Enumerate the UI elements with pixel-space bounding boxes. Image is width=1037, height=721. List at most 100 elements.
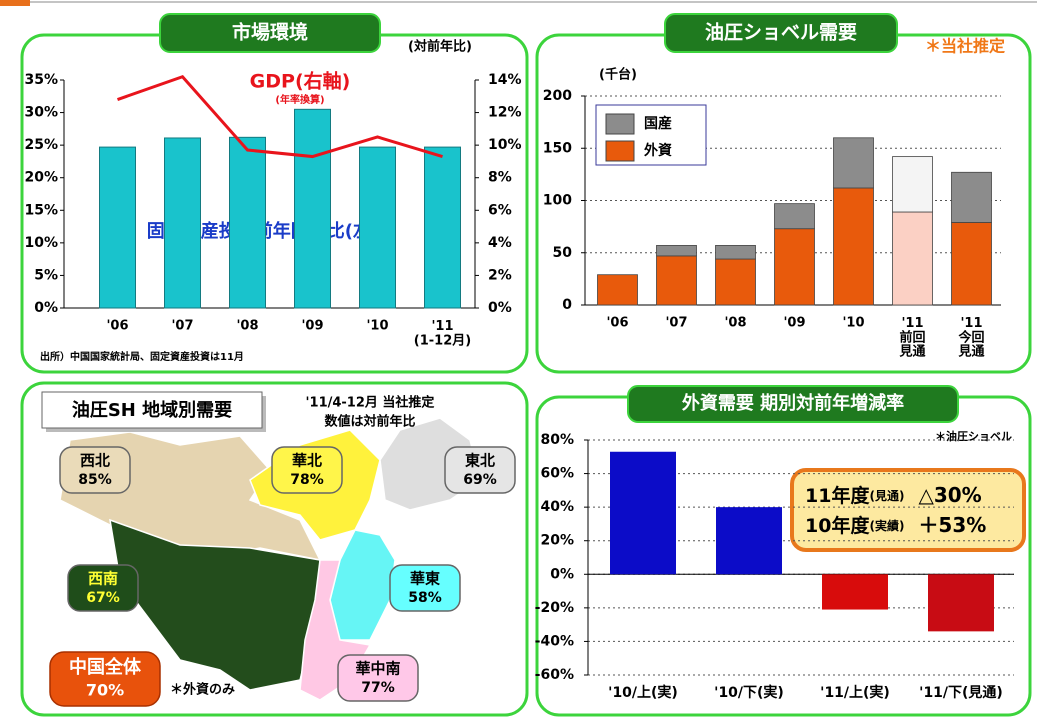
legend-label: 外資 xyxy=(644,142,672,159)
y2-tick-label: 4% xyxy=(488,235,512,251)
map-title-box xyxy=(41,391,263,429)
x-tick-label: '06 xyxy=(606,316,628,331)
y2-tick-label: 0% xyxy=(488,300,512,316)
bar xyxy=(424,146,461,309)
source-note: 出所）中国国家統計局、固定資産投資は11月 xyxy=(40,350,244,363)
bar-segment xyxy=(833,187,874,306)
region-label-box xyxy=(389,564,461,612)
corner-mark xyxy=(0,0,30,6)
x-tick-label: '07 xyxy=(665,316,687,331)
x-tick-label: '10 xyxy=(366,319,388,334)
region-label-box xyxy=(59,446,131,494)
bar-segment xyxy=(892,211,933,306)
region-name: 華北 xyxy=(292,452,322,470)
x-tick-label: '06 xyxy=(106,319,128,334)
bar xyxy=(359,146,396,309)
annotation-label: 10年度 xyxy=(805,514,870,537)
series-note: (年率換算) xyxy=(275,93,324,106)
chart-subtitle: (対前年比) xyxy=(408,39,472,55)
bar-segment xyxy=(597,274,638,306)
annotation-value: ＋53% xyxy=(918,513,986,537)
map-note: '11/4-12月 当社推定 xyxy=(306,395,435,411)
region-value: 67% xyxy=(86,590,120,606)
annotation-line: 10年度(実績) ＋53% xyxy=(805,513,986,537)
bar-segment xyxy=(833,137,874,189)
bar-segment xyxy=(951,222,992,306)
x-tick-label: '09 xyxy=(783,316,805,331)
bar-segment xyxy=(951,171,992,223)
region-name: 華中南 xyxy=(355,660,400,678)
map-note: 数値は対前年比 xyxy=(324,414,415,430)
region-label-box xyxy=(444,446,516,494)
y2-tick-label: 6% xyxy=(488,202,512,218)
region-name: 東北 xyxy=(465,452,495,470)
region-name: 西南 xyxy=(88,570,118,588)
annotation-value: △30% xyxy=(918,483,981,507)
region-name: 西北 xyxy=(80,452,110,470)
x-tick-label: '10 xyxy=(842,316,864,331)
map-title: 油圧SH 地域別需要 xyxy=(72,399,232,421)
chart-subtitle: ＊当社推定 xyxy=(925,37,1005,56)
y-tick-label: 50 xyxy=(553,245,573,261)
y-tick-label: 10% xyxy=(24,235,58,251)
x-tick-label: '08 xyxy=(236,319,258,334)
y-tick-label: 30% xyxy=(24,105,58,121)
annotation-note: (見通) xyxy=(869,488,904,503)
y-tick-label: 20% xyxy=(540,533,574,549)
x-tick-label: '10/下(実) xyxy=(714,684,784,701)
bar-segment xyxy=(656,245,697,257)
region-southwest xyxy=(109,518,321,691)
y-tick-label: 35% xyxy=(24,72,58,88)
y-tick-label: 5% xyxy=(34,267,58,283)
bar-segment xyxy=(892,156,933,213)
x-tick-label: '11/下(見通) xyxy=(919,685,1003,701)
annotation-line: 11年度(見通) △30% xyxy=(805,483,982,507)
y-tick-label: -60% xyxy=(535,667,574,683)
series-label: GDP(右軸) xyxy=(250,70,351,93)
y-tick-label: 200 xyxy=(543,88,572,104)
y-tick-label: 0% xyxy=(34,300,58,316)
y2-tick-label: 2% xyxy=(488,267,512,283)
bar xyxy=(294,108,331,309)
bar-segment xyxy=(774,228,815,306)
bar xyxy=(164,137,201,309)
x-tick-label: '08 xyxy=(724,316,746,331)
x-tick-label: '11 (1-12月) xyxy=(414,319,471,348)
y2-tick-label: 10% xyxy=(488,137,522,153)
region-value: 58% xyxy=(408,590,442,606)
y-tick-label: 150 xyxy=(543,140,572,156)
y-tick-label: 20% xyxy=(24,170,58,186)
title-box xyxy=(159,13,381,53)
chart-title: 市場環境 xyxy=(232,21,308,44)
region-value: 85% xyxy=(78,472,112,488)
y2-tick-label: 12% xyxy=(488,105,522,121)
bar xyxy=(610,451,676,575)
line xyxy=(117,74,443,159)
bar-segment xyxy=(715,245,756,260)
bar xyxy=(928,574,994,632)
y-tick-label: 40% xyxy=(540,499,574,515)
total-value: 70% xyxy=(86,681,124,700)
y-tick-label: 25% xyxy=(24,137,58,153)
y-tick-label: 15% xyxy=(24,202,58,218)
region-value: 78% xyxy=(290,472,324,488)
y-tick-label: 60% xyxy=(540,466,574,482)
chart-subtitle: ＊油圧ショベル xyxy=(935,429,1012,443)
bar-segment xyxy=(656,255,697,306)
region-value: 77% xyxy=(361,680,395,696)
region-value: 69% xyxy=(463,472,497,488)
title-box xyxy=(664,13,898,53)
bar xyxy=(716,507,782,575)
y2-tick-label: 8% xyxy=(488,170,512,186)
chart-title: 外資需要 期別対前年増減率 xyxy=(682,392,904,414)
x-tick-label: '11/上(実) xyxy=(820,684,890,701)
legend-label: 国産 xyxy=(644,115,672,132)
bar-segment xyxy=(715,258,756,306)
y2-tick-label: 14% xyxy=(488,72,522,88)
chart-title: 油圧ショベル需要 xyxy=(705,22,857,44)
y-tick-label: -20% xyxy=(535,600,574,616)
x-tick-label: '09 xyxy=(301,319,323,334)
title-box xyxy=(627,385,959,423)
map-footnote: ＊外資のみ xyxy=(170,682,235,698)
